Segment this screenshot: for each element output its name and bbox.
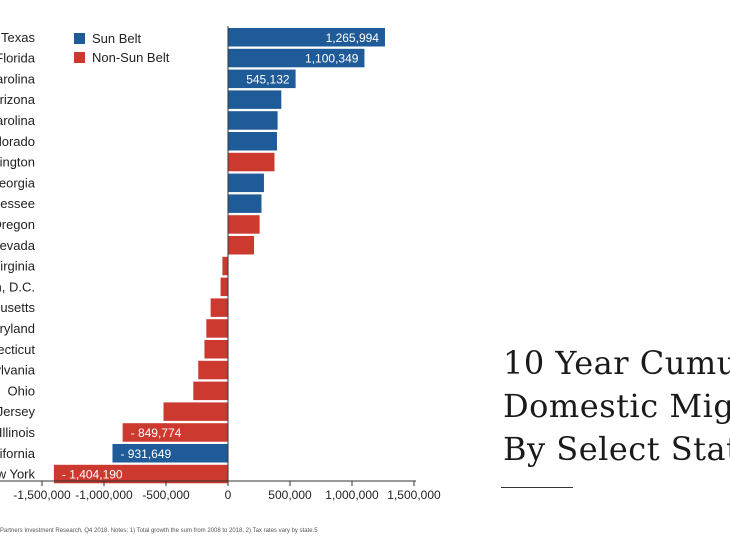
category-label: California bbox=[0, 446, 36, 461]
x-tick-label: 1,000,000 bbox=[325, 488, 379, 502]
bar bbox=[228, 132, 277, 151]
x-tick-label: 500,000 bbox=[268, 488, 312, 502]
category-label: New York bbox=[0, 467, 35, 482]
bar bbox=[220, 277, 228, 297]
category-label: Ohio bbox=[8, 383, 35, 398]
title-underline bbox=[501, 487, 573, 488]
slide-title-line-2: Domestic Mig bbox=[503, 387, 730, 425]
bar bbox=[204, 340, 228, 359]
bar bbox=[206, 319, 228, 338]
x-tick-label: -1,500,000 bbox=[13, 488, 71, 502]
legend-swatch bbox=[74, 52, 85, 63]
bar bbox=[198, 360, 228, 380]
category-label: Arizona bbox=[0, 92, 36, 107]
slide-title: 10 Year Cumu Domestic Mig By Select Stat… bbox=[503, 342, 730, 471]
category-label: Colorado bbox=[0, 134, 35, 149]
category-label: Florida bbox=[0, 51, 36, 66]
data-label: - 1,404,190 bbox=[62, 468, 123, 482]
data-label: - 931,649 bbox=[120, 447, 171, 461]
x-tick-label: 1,500,000 bbox=[387, 488, 441, 502]
category-label: Illinois bbox=[0, 425, 35, 440]
x-tick-label: -1,000,000 bbox=[75, 488, 133, 502]
category-label: Massachusetts bbox=[0, 300, 35, 315]
bar bbox=[228, 215, 260, 234]
category-label: Maryland bbox=[0, 321, 35, 336]
bar bbox=[228, 236, 255, 255]
category-label: Georgia bbox=[0, 175, 36, 190]
bar bbox=[228, 28, 385, 47]
bar bbox=[228, 48, 365, 68]
legend-label: Non-Sun Belt bbox=[92, 50, 170, 65]
slide-title-line-3: By Select State bbox=[503, 430, 730, 468]
category-label: South Carolina bbox=[0, 113, 36, 128]
data-label: - 849,774 bbox=[131, 426, 182, 440]
category-label: Connecticut bbox=[0, 342, 35, 357]
category-label: New Jersey bbox=[0, 404, 35, 419]
category-label: Nevada bbox=[0, 238, 36, 253]
category-label: Virginia bbox=[0, 259, 36, 274]
data-label: 1,100,349 bbox=[305, 52, 359, 66]
category-label: Tennessee bbox=[0, 196, 35, 211]
bar bbox=[228, 90, 282, 109]
bar bbox=[222, 256, 228, 276]
bar bbox=[210, 298, 228, 317]
category-label: Pennsylvania bbox=[0, 363, 36, 378]
bar bbox=[228, 194, 262, 213]
bar bbox=[112, 444, 228, 463]
bar bbox=[228, 152, 275, 172]
bar bbox=[122, 423, 228, 442]
category-label: Oregon bbox=[0, 217, 35, 232]
bar bbox=[193, 381, 228, 401]
category-label: Texas bbox=[1, 30, 35, 45]
source-footnote: Partners Investment Research, Q4 2018. N… bbox=[0, 528, 318, 534]
bar bbox=[228, 111, 278, 130]
bar bbox=[228, 173, 264, 193]
x-tick-label: 0 bbox=[225, 488, 232, 502]
category-label: Washington bbox=[0, 155, 35, 170]
bar bbox=[163, 402, 228, 421]
category-label: Washington, D.C. bbox=[0, 279, 35, 294]
x-tick-label: -500,000 bbox=[142, 488, 190, 502]
bar bbox=[228, 69, 296, 89]
bar bbox=[53, 464, 229, 484]
category-label: North Carolina bbox=[0, 71, 36, 86]
data-label: 545,132 bbox=[246, 72, 290, 86]
legend-swatch bbox=[74, 33, 85, 44]
legend-label: Sun Belt bbox=[92, 31, 142, 46]
slide-title-line-1: 10 Year Cumu bbox=[503, 344, 730, 382]
data-label: 1,265,994 bbox=[326, 31, 380, 45]
